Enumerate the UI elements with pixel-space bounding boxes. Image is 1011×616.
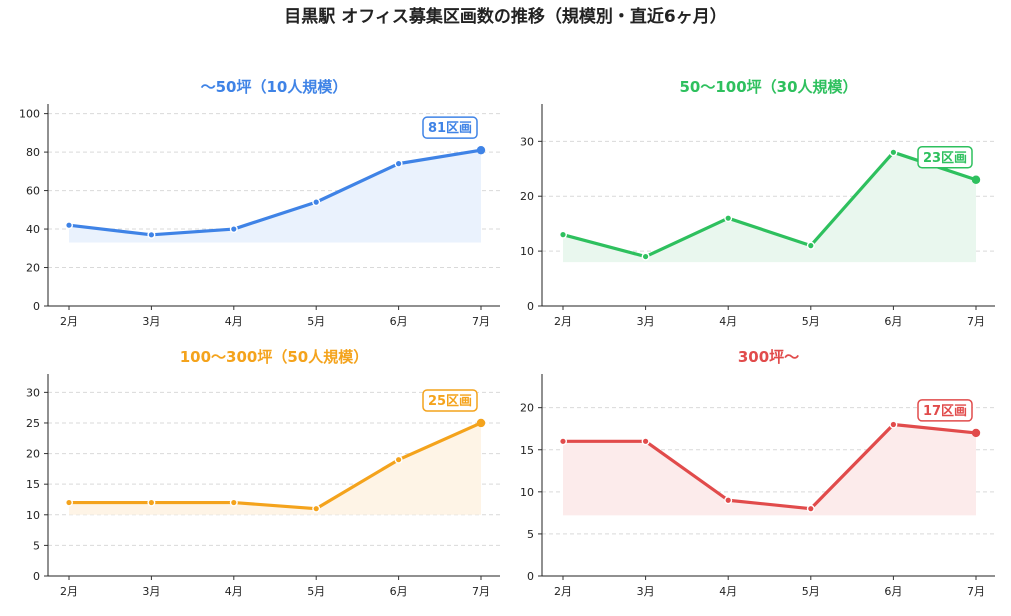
y-tick-label: 20 (26, 448, 40, 461)
y-tick-label: 20 (520, 402, 534, 415)
series-line (561, 150, 978, 259)
y-tick-label: 0 (527, 570, 534, 583)
main-title: 目黒駅 オフィス募集区画数の推移（規模別・直近6ヶ月） (284, 7, 727, 27)
data-point (559, 230, 568, 239)
x-tick-label: 2月 (60, 315, 78, 328)
area-fill (563, 152, 976, 263)
x-tick-label: 6月 (884, 585, 902, 598)
data-point (312, 198, 321, 207)
data-point (641, 252, 650, 261)
chart-panel-2: 0 5 10 15 20 25 30 2月 3月 4月 5月 6月 7月 25区画 (26, 374, 500, 598)
x-tick-label: 4月 (225, 315, 243, 328)
y-tick-label: 60 (26, 185, 40, 198)
y-tick-label: 10 (520, 245, 534, 258)
x-tick-label: 3月 (637, 315, 655, 328)
value-label: 81区画 (428, 121, 472, 136)
x-tick-label: 5月 (307, 585, 325, 598)
value-label-box (917, 146, 973, 169)
data-point-last (476, 145, 486, 155)
data-point (394, 159, 403, 168)
y-tick-label: 0 (527, 300, 534, 313)
x-tick-label: 3月 (637, 585, 655, 598)
x-tick-label: 5月 (802, 585, 820, 598)
x-tick-label: 6月 (390, 315, 408, 328)
data-point (641, 437, 650, 446)
value-label: 23区画 (923, 151, 967, 166)
data-point (147, 230, 156, 239)
x-tick-label: 3月 (142, 585, 160, 598)
x-tick-label: 5月 (802, 315, 820, 328)
y-tick-label: 10 (26, 509, 40, 522)
y-tick-label: 30 (26, 386, 40, 399)
x-tick-label: 7月 (967, 315, 985, 328)
panel-title-1: 50〜100坪（30人規模） (679, 78, 858, 96)
value-label-box (917, 399, 973, 422)
data-point (64, 221, 73, 230)
x-tick-label: 4月 (719, 585, 737, 598)
area-fill (563, 424, 976, 516)
y-tick-label: 10 (520, 486, 534, 499)
data-point-last (971, 175, 981, 184)
value-label: 25区画 (428, 394, 472, 409)
data-point (806, 241, 815, 250)
x-tick-label: 2月 (554, 585, 572, 598)
x-tick-label: 4月 (225, 585, 243, 598)
y-tick-label: 5 (33, 539, 40, 552)
data-point (889, 420, 898, 429)
x-tick-label: 5月 (307, 315, 325, 328)
data-point (147, 498, 156, 507)
area-fill (69, 422, 481, 515)
x-tick-label: 7月 (967, 585, 985, 598)
x-tick-label: 2月 (554, 315, 572, 328)
x-tick-label: 7月 (472, 315, 490, 328)
x-tick-label: 6月 (884, 315, 902, 328)
x-tick-label: 6月 (390, 585, 408, 598)
value-label-box (422, 389, 478, 412)
data-point (724, 496, 733, 505)
y-tick-label: 0 (33, 300, 40, 313)
data-point (806, 504, 815, 513)
y-tick-label: 0 (33, 570, 40, 583)
y-tick-label: 15 (26, 478, 40, 491)
panel-title-2: 100〜300坪（50人規模） (179, 348, 369, 366)
y-tick-label: 15 (520, 444, 534, 457)
data-point-last (476, 418, 486, 428)
y-tick-label: 80 (26, 146, 40, 159)
data-point (229, 498, 238, 507)
data-point-last (971, 428, 981, 438)
y-tick-label: 5 (527, 528, 534, 541)
chart-panel-3: 0 5 10 15 20 2月 3月 4月 5月 6月 7月 17区画 (520, 374, 995, 598)
y-tick-label: 20 (520, 190, 534, 203)
data-point (559, 437, 568, 446)
y-tick-label: 30 (520, 135, 534, 148)
data-point (312, 504, 321, 513)
series-line (561, 422, 978, 511)
data-point (889, 148, 898, 157)
chart-panel-1: 0 10 20 30 2月 3月 4月 5月 6月 7月 23区画 (520, 104, 995, 328)
chart-panel-0: 0 20 40 60 80 100 2月 3月 4月 5月 6月 7月 81区画 (19, 104, 500, 328)
y-tick-label: 100 (19, 108, 40, 121)
data-point (724, 214, 733, 223)
y-tick-label: 25 (26, 417, 40, 430)
data-point (229, 225, 238, 234)
y-tick-label: 20 (26, 262, 40, 275)
x-tick-label: 3月 (142, 315, 160, 328)
y-tick-label: 40 (26, 223, 40, 236)
x-tick-label: 2月 (60, 585, 78, 598)
data-point (64, 498, 73, 507)
x-tick-label: 4月 (719, 315, 737, 328)
series-line (67, 421, 483, 511)
x-tick-label: 7月 (472, 585, 490, 598)
value-label-box (422, 116, 478, 139)
panel-title-0: 〜50坪（10人規模） (200, 78, 348, 96)
value-label: 17区画 (923, 404, 967, 419)
data-point (394, 455, 403, 464)
series-line (67, 148, 483, 237)
area-fill (69, 150, 481, 243)
panel-title-3: 300坪〜 (737, 348, 800, 366)
